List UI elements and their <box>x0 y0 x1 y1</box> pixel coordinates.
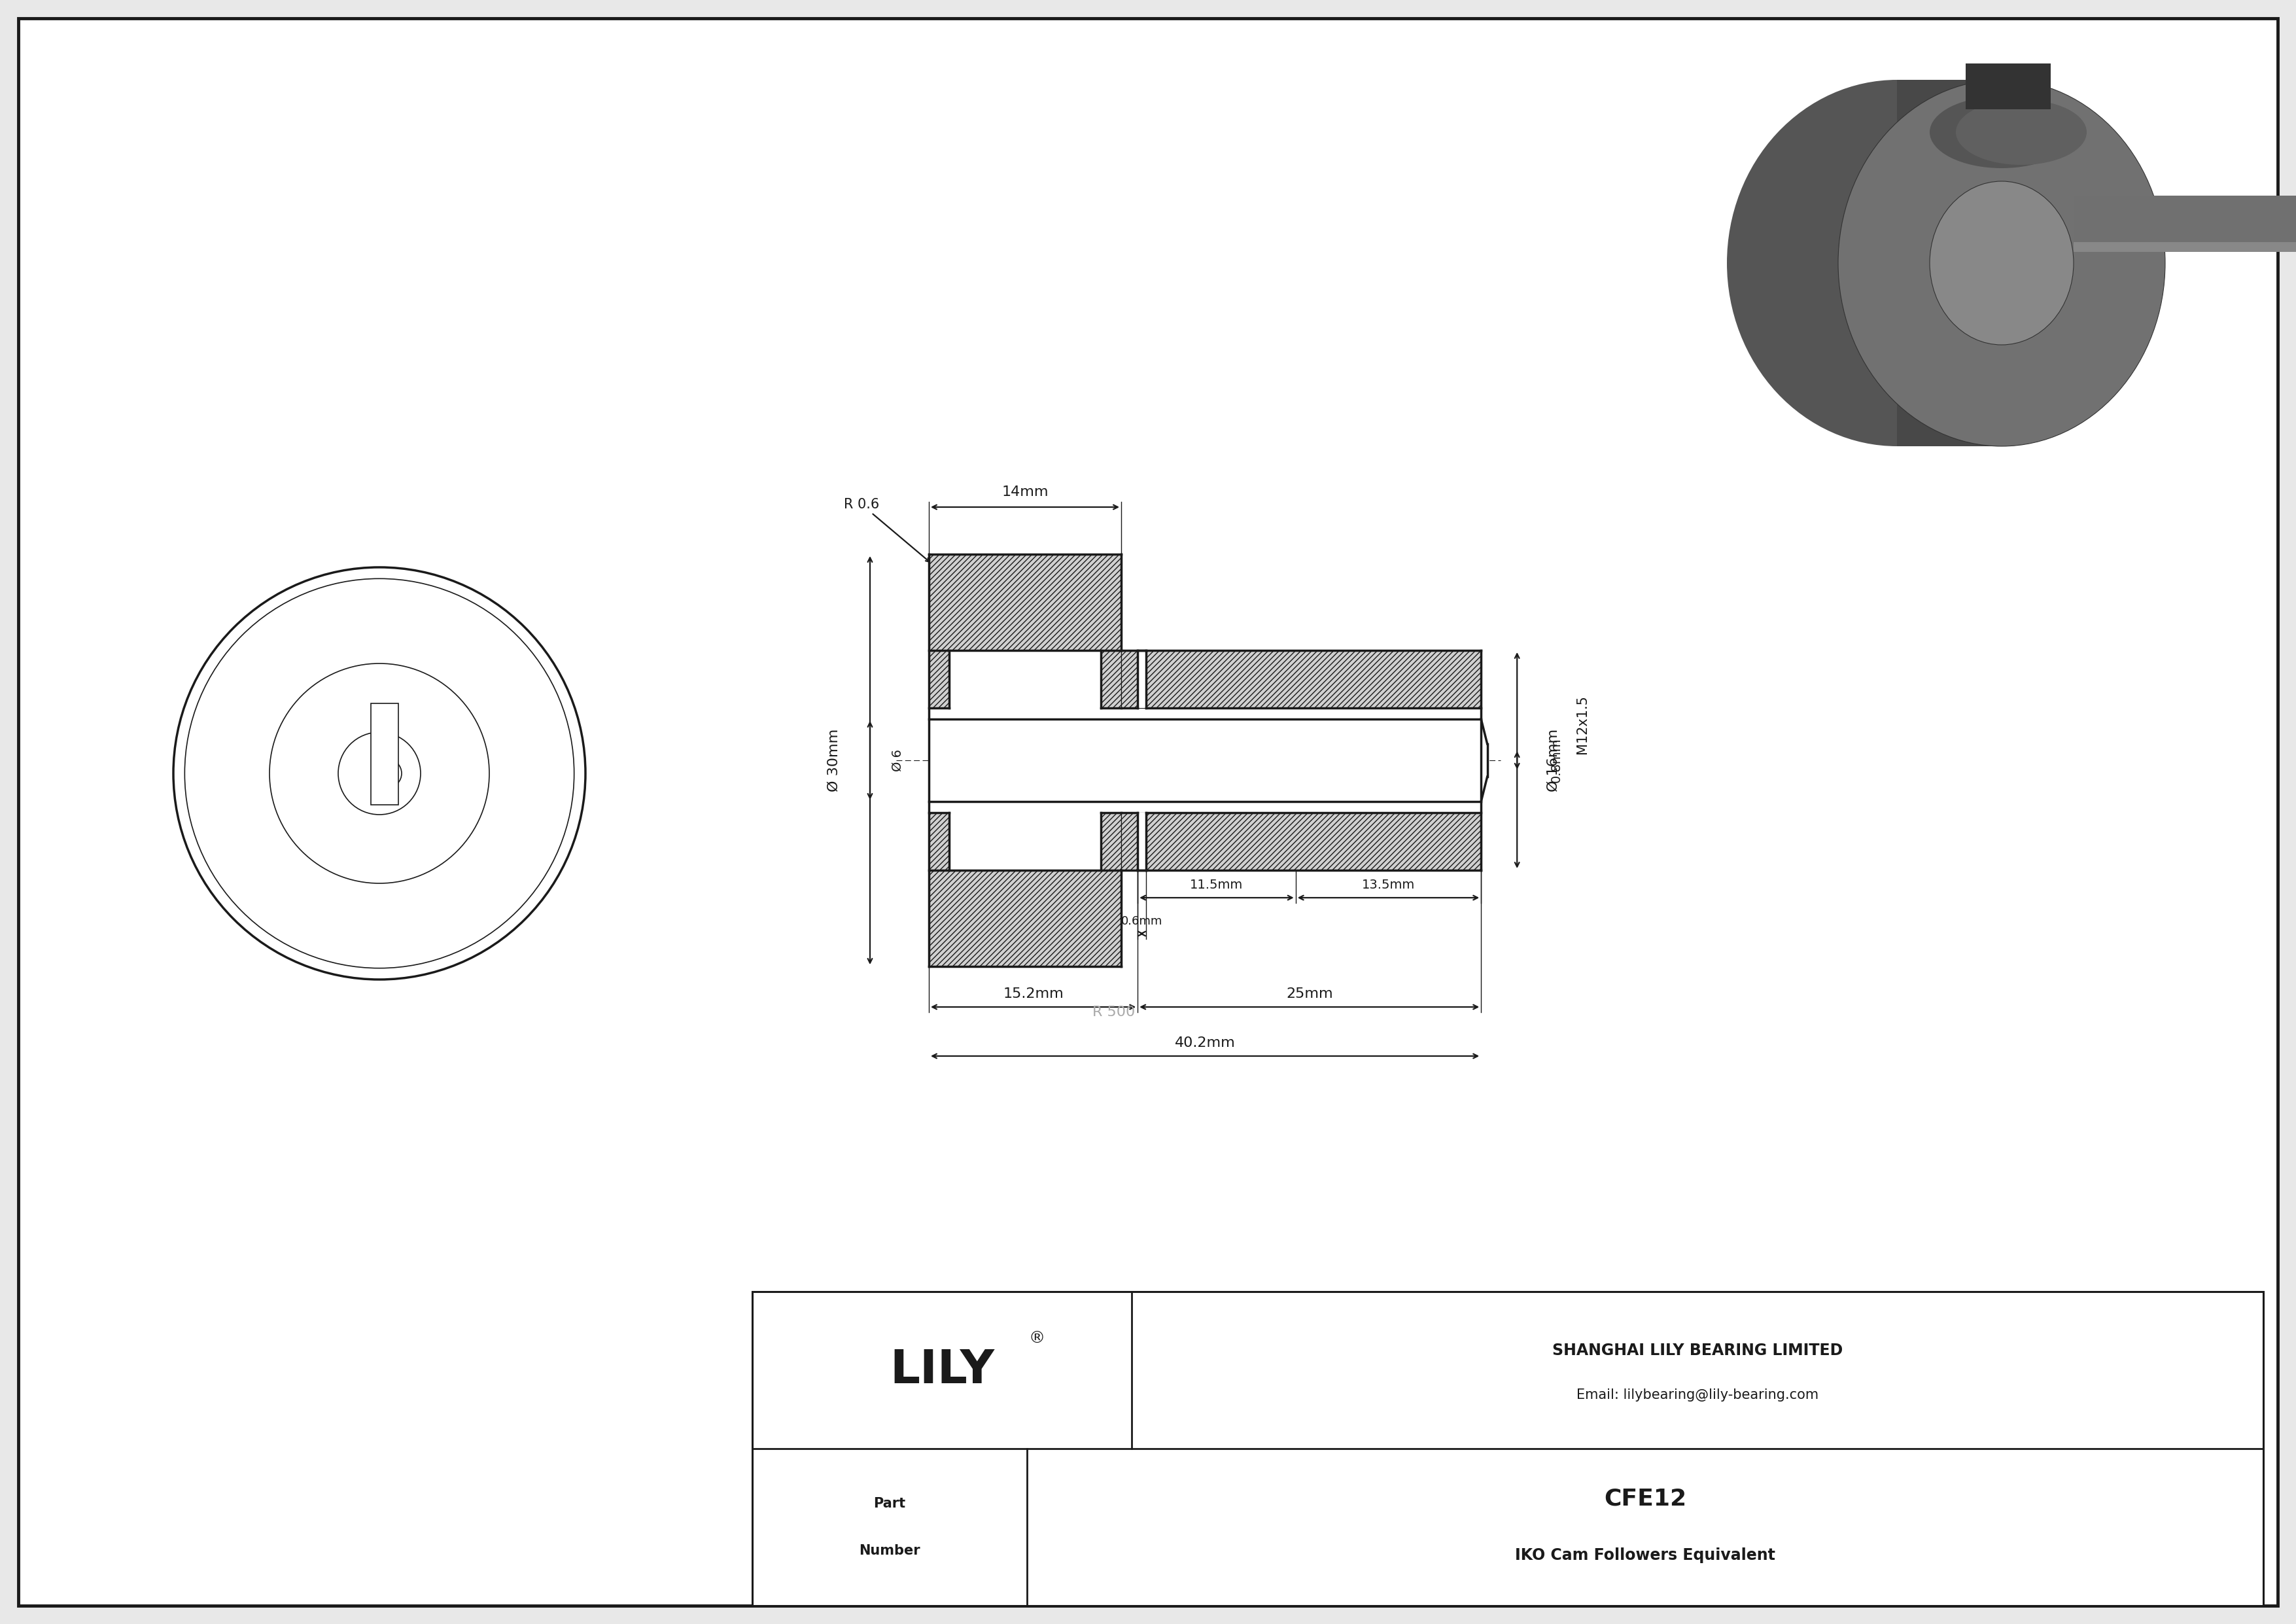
Bar <box>930 719 1488 802</box>
Bar <box>372 703 400 804</box>
Polygon shape <box>930 554 1120 650</box>
Polygon shape <box>1100 812 1120 870</box>
Text: Ø 30mm: Ø 30mm <box>827 729 840 793</box>
Ellipse shape <box>1929 96 2073 169</box>
Text: 0.8mm: 0.8mm <box>1550 737 1564 783</box>
Polygon shape <box>930 812 951 870</box>
Text: 14mm: 14mm <box>1001 486 1049 499</box>
Polygon shape <box>1965 63 2050 109</box>
Polygon shape <box>930 870 1120 966</box>
Polygon shape <box>930 650 951 708</box>
Ellipse shape <box>1929 182 2073 344</box>
Bar <box>2073 197 2296 252</box>
Bar <box>2073 242 2296 252</box>
Text: ®: ® <box>1029 1332 1045 1346</box>
Text: IKO Cam Followers Equivalent: IKO Cam Followers Equivalent <box>1515 1548 1775 1564</box>
Text: Email: lilybearing@lily-bearing.com: Email: lilybearing@lily-bearing.com <box>1577 1389 1818 1402</box>
Ellipse shape <box>1727 80 2066 447</box>
Bar <box>1137 650 1146 708</box>
Circle shape <box>172 567 585 979</box>
Text: 0.6mm: 0.6mm <box>1120 916 1162 927</box>
Text: Part: Part <box>872 1497 905 1510</box>
Text: CFE12: CFE12 <box>1605 1488 1685 1510</box>
Polygon shape <box>1120 650 1481 708</box>
Bar <box>1137 812 1146 870</box>
Text: 25mm: 25mm <box>1286 987 1332 1000</box>
Text: 15.2mm: 15.2mm <box>1003 987 1063 1000</box>
Text: 40.2mm: 40.2mm <box>1176 1036 1235 1049</box>
Polygon shape <box>1120 812 1481 870</box>
Text: SHANGHAI LILY BEARING LIMITED: SHANGHAI LILY BEARING LIMITED <box>1552 1343 1844 1358</box>
Polygon shape <box>1896 80 2002 447</box>
Bar <box>753 1291 2264 1606</box>
Text: 13.5mm: 13.5mm <box>1362 879 1414 892</box>
Text: LILY: LILY <box>889 1348 994 1393</box>
Text: R 500: R 500 <box>1093 1005 1134 1018</box>
Polygon shape <box>1100 650 1120 708</box>
Text: Ø 6: Ø 6 <box>891 749 905 771</box>
Circle shape <box>372 758 402 788</box>
Text: Ø 16mm: Ø 16mm <box>1548 729 1559 793</box>
Text: M12x1.5: M12x1.5 <box>1575 695 1589 754</box>
Text: R 0.6: R 0.6 <box>845 499 930 562</box>
Ellipse shape <box>1956 99 2087 166</box>
Ellipse shape <box>1839 80 2165 447</box>
Text: 11.5mm: 11.5mm <box>1189 879 1242 892</box>
Text: Number: Number <box>859 1544 921 1557</box>
